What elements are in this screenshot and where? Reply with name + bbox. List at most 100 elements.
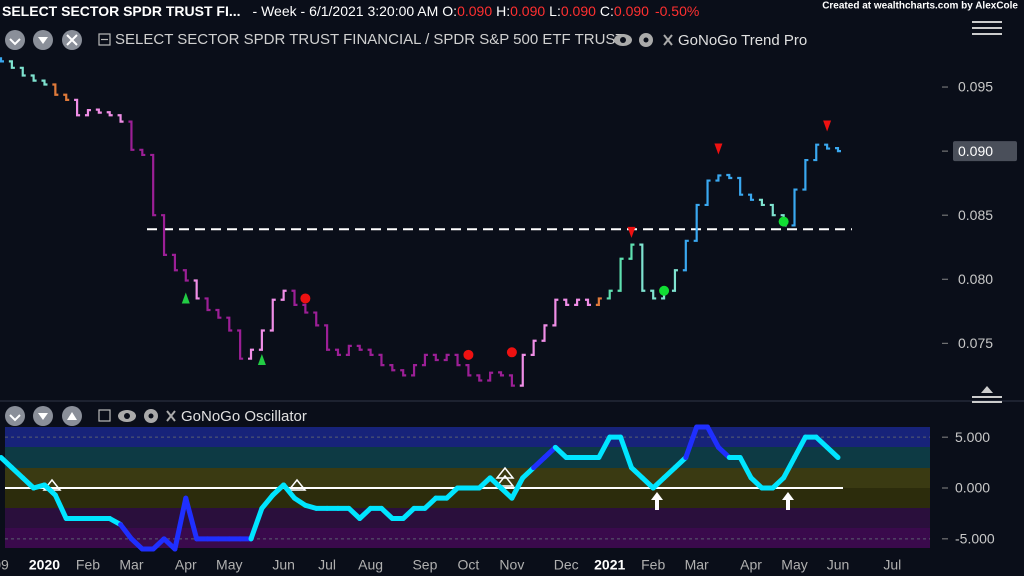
x-tick-label: Nov <box>499 557 524 573</box>
price-bar <box>248 348 255 360</box>
price-bar <box>74 98 81 117</box>
price-bar <box>161 214 168 256</box>
x-tick-label: 2020 <box>29 557 60 573</box>
price-bar <box>421 353 428 367</box>
price-bar <box>476 374 483 382</box>
price-bar <box>182 269 189 282</box>
collapse-icon[interactable] <box>98 33 111 46</box>
x-tick-label: Aug <box>358 557 383 573</box>
oscillator-zones <box>5 427 930 548</box>
x-tick-label: May <box>781 557 807 573</box>
x-tick-label: Feb <box>641 557 665 573</box>
price-bar <box>628 243 635 260</box>
x-tick-label: Jul <box>318 557 336 573</box>
price-bar <box>530 339 537 356</box>
price-bar <box>650 289 657 300</box>
price-bar <box>117 114 124 123</box>
oscillator-segment <box>737 455 754 481</box>
price-bar <box>106 111 113 117</box>
price-bar <box>334 348 341 356</box>
interval: - Week - 6/1/2021 3:20:00 AM <box>253 3 439 19</box>
menu-icon[interactable] <box>972 21 1002 35</box>
x-tick-label: Jul <box>883 557 901 573</box>
price-bar <box>454 353 461 367</box>
x-tick-label: Feb <box>76 557 100 573</box>
oscillator-segment <box>596 434 613 461</box>
price-bar <box>30 74 37 82</box>
panel-buttons[interactable] <box>5 406 82 426</box>
price-bar <box>378 353 385 367</box>
price-bar <box>280 289 287 301</box>
x-tick-label: Dec <box>554 557 579 573</box>
price-bar <box>508 374 515 387</box>
price-bar <box>19 66 26 77</box>
price-bar <box>215 308 222 319</box>
panel-buttons[interactable] <box>5 30 82 50</box>
price-bar <box>139 148 146 157</box>
signal-down <box>823 120 832 132</box>
price-bar <box>552 298 559 327</box>
price-bar <box>606 289 613 300</box>
oscillator-segment <box>118 522 134 542</box>
y-tick-label: -5.000 <box>955 531 995 547</box>
price-bar <box>63 93 70 101</box>
price-bar <box>574 298 581 306</box>
price-bar <box>584 298 591 306</box>
price-bar <box>715 174 722 182</box>
signal-up <box>257 353 266 365</box>
price-bar <box>171 253 178 272</box>
price-bar <box>411 363 418 377</box>
x-tick-label: Apr <box>740 557 762 573</box>
y-tick-label: 0.085 <box>958 207 993 223</box>
price-bar <box>617 257 624 292</box>
x-tick-label: Jun <box>827 557 850 573</box>
ohlc-value: 0.090 <box>614 3 649 19</box>
oscillator-segment <box>52 492 69 522</box>
price-bar <box>237 329 244 360</box>
price-bar <box>41 79 48 86</box>
header: SELECT SECTOR SPDR TRUST FI... - Week - 6… <box>2 3 699 19</box>
price-bar <box>443 353 450 362</box>
x-tick-label: 09 <box>0 557 9 573</box>
resize-icon[interactable] <box>972 386 1002 403</box>
credit: Created at wealthcharts.com by AlexCole <box>822 1 1018 12</box>
oscillator-segment <box>509 475 526 501</box>
price-bar <box>302 303 309 314</box>
signal-dot <box>778 216 789 227</box>
last-price-box <box>953 141 1017 162</box>
signal-up <box>181 292 190 304</box>
price-bar <box>269 298 276 332</box>
oscillator-segment <box>824 444 841 461</box>
oscillator-segment <box>248 505 265 542</box>
oscillator-segment <box>618 434 634 471</box>
price-bar <box>345 344 352 356</box>
oscillator-segment <box>792 434 808 461</box>
y-tick-label: 0.000 <box>955 480 990 496</box>
x-tick-label: Jun <box>272 557 295 573</box>
oscillator-segment <box>705 424 721 450</box>
price-bar <box>324 324 331 351</box>
ohlc-label: L: <box>549 3 561 19</box>
indicator-name: GoNoGo Oscillator <box>181 408 307 425</box>
price-bar <box>258 329 265 351</box>
visibility-icons[interactable] <box>614 33 673 47</box>
price-bar <box>748 193 755 201</box>
signal-dot <box>463 349 474 360</box>
signal-down <box>627 226 636 238</box>
price-bar <box>563 298 570 306</box>
price-bar <box>824 143 831 150</box>
price-bar <box>671 269 678 292</box>
ohlc-value: 0.090 <box>561 3 596 19</box>
oscillator-segment <box>781 455 798 481</box>
price-bar <box>802 158 809 191</box>
collapse-icon[interactable] <box>98 409 111 422</box>
price-bar <box>0 57 4 63</box>
price-bar <box>791 188 798 227</box>
signal-dot <box>659 285 670 296</box>
visibility-icons[interactable] <box>118 409 176 423</box>
price-bar <box>356 344 363 351</box>
signal-dot <box>300 293 311 304</box>
indicator-name: GoNoGo Trend Pro <box>678 32 807 49</box>
price-bar <box>726 173 733 180</box>
